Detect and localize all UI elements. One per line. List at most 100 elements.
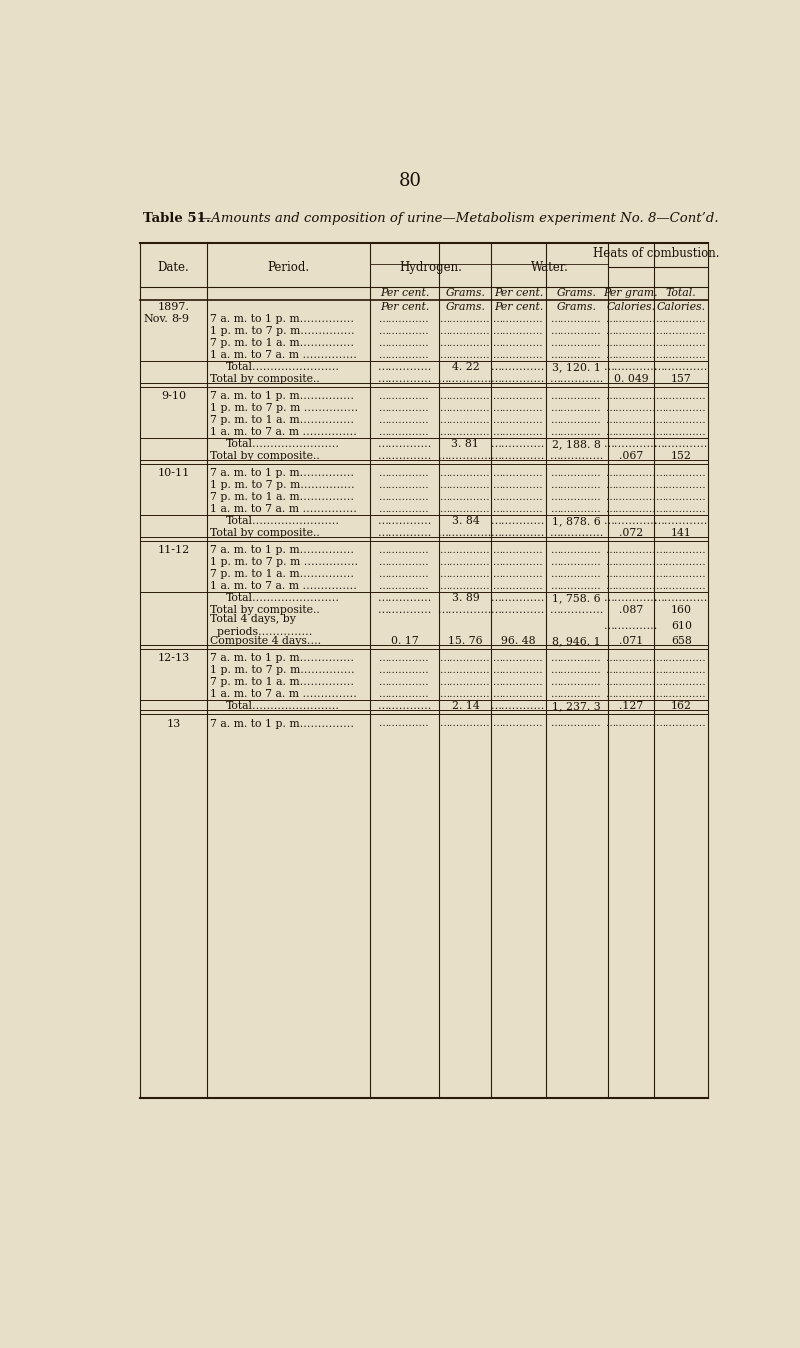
Text: 11-12: 11-12: [158, 546, 190, 555]
Text: ……………: ……………: [551, 469, 602, 479]
Text: 7 a. m. to 1 p. m……………: 7 a. m. to 1 p. m……………: [210, 654, 354, 663]
Text: ……………: ……………: [551, 350, 602, 360]
Text: ……………: ……………: [551, 546, 602, 555]
Text: ……………: ……………: [656, 558, 706, 568]
Text: ……………: ……………: [491, 375, 546, 384]
Text: .071: .071: [618, 636, 643, 646]
Text: ……………: ……………: [551, 678, 602, 687]
Text: ……………: ……………: [551, 654, 602, 663]
Text: ……………: ……………: [378, 375, 432, 384]
Text: ……………: ……………: [606, 718, 656, 728]
Text: Grams.: Grams.: [446, 288, 486, 298]
Text: ……………: ……………: [379, 690, 430, 698]
Text: 1 p. m. to 7 p. m……………: 1 p. m. to 7 p. m……………: [210, 666, 354, 675]
Text: ……………: ……………: [551, 493, 602, 501]
Text: 157: 157: [671, 375, 692, 384]
Text: ……………: ……………: [379, 718, 430, 728]
Text: 1 a. m. to 7 a. m ……………: 1 a. m. to 7 a. m ……………: [210, 581, 357, 592]
Text: Calories.: Calories.: [657, 302, 706, 311]
Text: Heats of combustion.: Heats of combustion.: [593, 247, 719, 260]
Text: ……………: ……………: [491, 452, 546, 461]
Text: 7 a. m. to 1 p. m……………: 7 a. m. to 1 p. m……………: [210, 718, 354, 728]
Text: ……………: ……………: [493, 504, 544, 514]
Text: ……………: ……………: [606, 558, 656, 568]
Text: ……………: ……………: [379, 326, 430, 336]
Text: ……………: ……………: [378, 701, 432, 712]
Text: 8, 946. 1: 8, 946. 1: [552, 636, 601, 646]
Text: ……………: ……………: [438, 528, 493, 538]
Text: ……………: ……………: [551, 326, 602, 336]
Text: ……………: ……………: [440, 392, 490, 400]
Text: ……………: ……………: [604, 593, 658, 603]
Text: ……………: ……………: [551, 718, 602, 728]
Text: 1 a. m. to 7 a. m ……………: 1 a. m. to 7 a. m ……………: [210, 350, 357, 360]
Text: ……………: ……………: [378, 452, 432, 461]
Text: ……………: ……………: [656, 415, 706, 425]
Text: ……………: ……………: [654, 439, 709, 449]
Text: ……………: ……………: [604, 363, 658, 372]
Text: ……………: ……………: [656, 392, 706, 400]
Text: .067: .067: [618, 452, 643, 461]
Text: ……………: ……………: [656, 570, 706, 578]
Text: ……………: ……………: [440, 350, 490, 360]
Text: ……………: ……………: [656, 427, 706, 437]
Text: ……………: ……………: [493, 315, 544, 324]
Text: Calories.: Calories.: [606, 302, 655, 311]
Text: Per cent.: Per cent.: [380, 302, 430, 311]
Text: ……………: ……………: [491, 528, 546, 538]
Text: ……………: ……………: [550, 375, 604, 384]
Text: ……………: ……………: [493, 678, 544, 687]
Text: ……………: ……………: [656, 718, 706, 728]
Text: Total……………………: Total……………………: [226, 593, 340, 603]
Text: Table 51.: Table 51.: [142, 212, 210, 225]
Text: 8-9: 8-9: [171, 314, 190, 325]
Text: ……………: ……………: [379, 504, 430, 514]
Text: ……………: ……………: [493, 350, 544, 360]
Text: 7 p. m. to 1 a. m……………: 7 p. m. to 1 a. m……………: [210, 569, 354, 580]
Text: Composite 4 days….: Composite 4 days….: [210, 636, 321, 646]
Text: ……………: ……………: [440, 582, 490, 590]
Text: ……………: ……………: [551, 570, 602, 578]
Text: ……………: ……………: [491, 701, 546, 712]
Text: ……………: ……………: [438, 605, 493, 615]
Text: ……………: ……………: [440, 504, 490, 514]
Text: ……………: ……………: [493, 570, 544, 578]
Text: ……………: ……………: [656, 504, 706, 514]
Text: ……………: ……………: [491, 439, 546, 449]
Text: .087: .087: [618, 605, 643, 615]
Text: Water.: Water.: [530, 260, 569, 274]
Text: ……………: ……………: [440, 570, 490, 578]
Text: 10-11: 10-11: [158, 468, 190, 479]
Text: ……………: ……………: [440, 338, 490, 348]
Text: ……………: ……………: [656, 469, 706, 479]
Text: ……………: ……………: [551, 481, 602, 489]
Text: .127: .127: [618, 701, 643, 712]
Text: 1 a. m. to 7 a. m ……………: 1 a. m. to 7 a. m ……………: [210, 504, 357, 514]
Text: Grams.: Grams.: [557, 288, 597, 298]
Text: ……………: ……………: [378, 439, 432, 449]
Text: ……………: ……………: [440, 404, 490, 412]
Text: 610: 610: [670, 620, 692, 631]
Text: Total……………………: Total……………………: [226, 439, 340, 449]
Text: ……………: ……………: [604, 620, 658, 631]
Text: 162: 162: [670, 701, 692, 712]
Text: ……………: ……………: [378, 516, 432, 526]
Text: ……………: ……………: [378, 363, 432, 372]
Text: ……………: ……………: [606, 493, 656, 501]
Text: ……………: ……………: [379, 558, 430, 568]
Text: ……………: ……………: [440, 678, 490, 687]
Text: ……………: ……………: [606, 481, 656, 489]
Text: ……………: ……………: [438, 375, 493, 384]
Text: ……………: ……………: [440, 326, 490, 336]
Text: ……………: ……………: [379, 666, 430, 675]
Text: ……………: ……………: [379, 315, 430, 324]
Text: ……………: ……………: [656, 326, 706, 336]
Text: ……………: ……………: [378, 528, 432, 538]
Text: ……………: ……………: [656, 315, 706, 324]
Text: ……………: ……………: [379, 392, 430, 400]
Text: ……………: ……………: [656, 666, 706, 675]
Text: Per cent.: Per cent.: [380, 288, 430, 298]
Text: Nov.: Nov.: [143, 314, 168, 325]
Text: .072: .072: [618, 528, 643, 538]
Text: Grams.: Grams.: [557, 302, 597, 311]
